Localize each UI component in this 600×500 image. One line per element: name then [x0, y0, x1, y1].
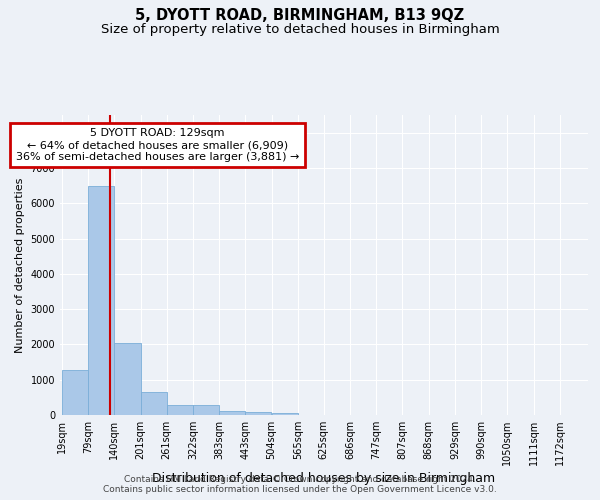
- Text: 5, DYOTT ROAD, BIRMINGHAM, B13 9QZ: 5, DYOTT ROAD, BIRMINGHAM, B13 9QZ: [136, 8, 464, 22]
- Text: Contains HM Land Registry data © Crown copyright and database right 2024.
Contai: Contains HM Land Registry data © Crown c…: [103, 474, 497, 494]
- Bar: [62, 370, 88, 415]
- Bar: [167, 405, 193, 415]
- Y-axis label: Number of detached properties: Number of detached properties: [15, 178, 25, 352]
- Text: Size of property relative to detached houses in Birmingham: Size of property relative to detached ho…: [101, 22, 499, 36]
- Bar: [272, 412, 298, 415]
- Text: 5 DYOTT ROAD: 129sqm
← 64% of detached houses are smaller (6,909)
36% of semi-de: 5 DYOTT ROAD: 129sqm ← 64% of detached h…: [16, 128, 299, 162]
- X-axis label: Distribution of detached houses by size in Birmingham: Distribution of detached houses by size …: [152, 472, 496, 486]
- Bar: [245, 412, 271, 415]
- Bar: [88, 186, 115, 415]
- Bar: [220, 412, 245, 415]
- Bar: [193, 405, 219, 415]
- Bar: [141, 392, 167, 415]
- Bar: [115, 342, 140, 415]
